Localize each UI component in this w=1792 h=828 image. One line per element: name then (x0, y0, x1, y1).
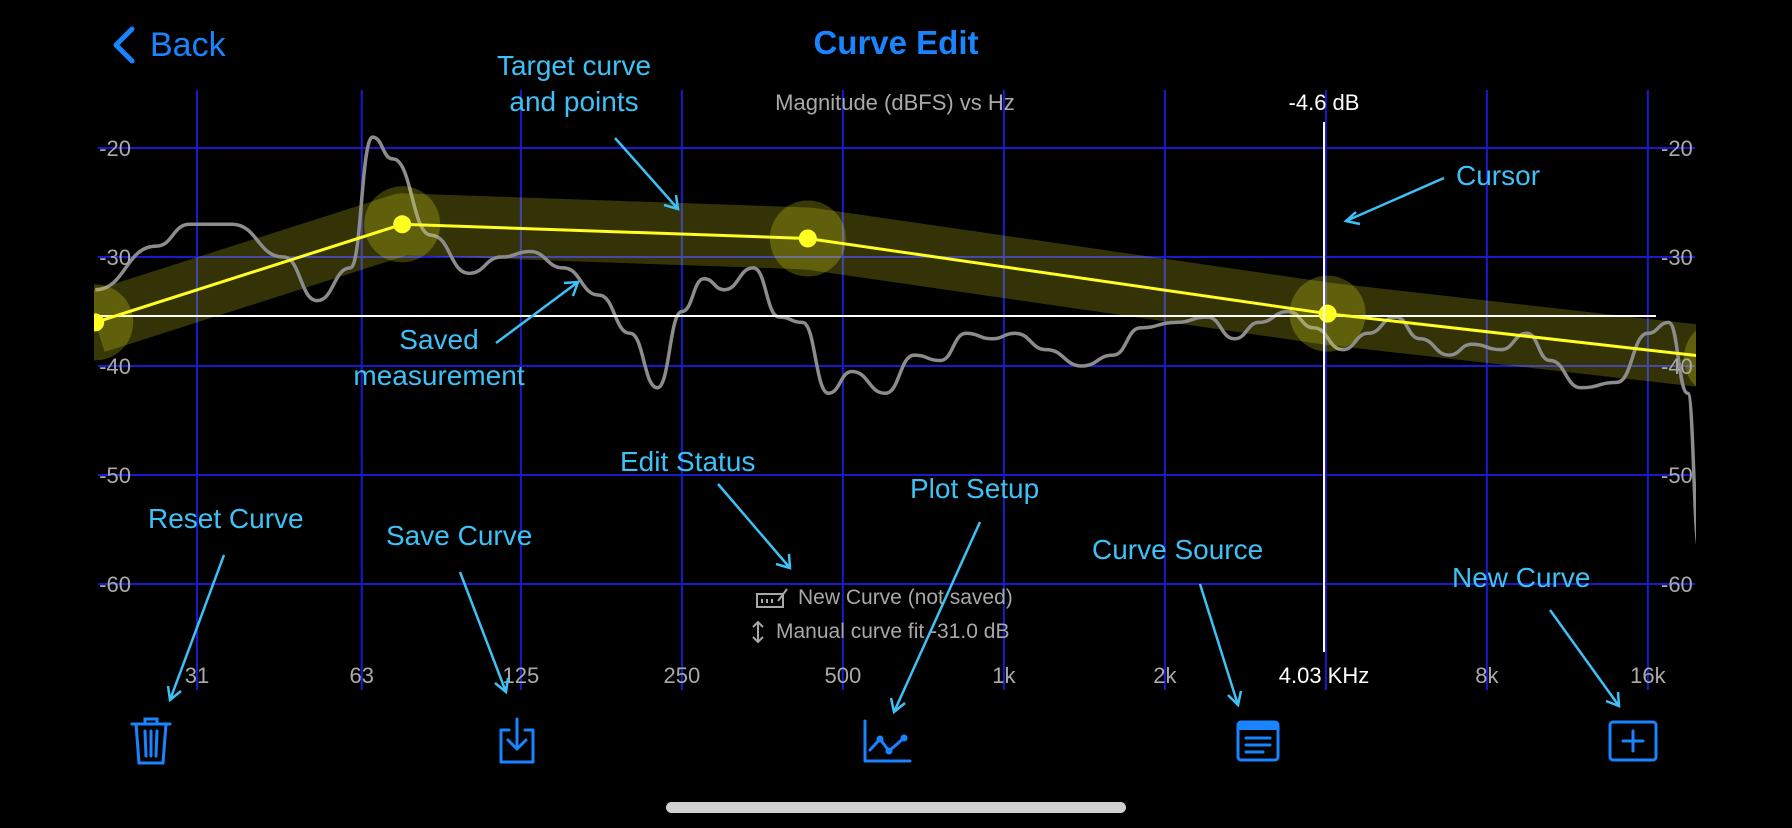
arrow-curve-source (1198, 583, 1240, 706)
measurement-path (95, 135, 1713, 673)
y-tick-label-right: -30 (1661, 245, 1693, 270)
arrow-plot-setup (892, 521, 982, 713)
saved-measurement-curve (95, 135, 1713, 673)
line-chart-icon (863, 719, 912, 763)
annotation-saved-measurement: Saved measurement (353, 324, 525, 391)
annotation-new-curve: New Curve (1452, 562, 1591, 593)
back-label: Back (150, 25, 226, 64)
y-tick-label-right: -50 (1661, 463, 1693, 488)
back-button[interactable]: Back (110, 22, 226, 68)
home-indicator (666, 802, 1126, 813)
annotation-cursor: Cursor (1456, 160, 1541, 191)
y-tick-label-left: -50 (99, 463, 131, 488)
annotation-plot-setup: Plot Setup (910, 473, 1040, 504)
edit-status-text: New Curve (not saved) (798, 586, 1013, 609)
save-curve-button[interactable] (489, 713, 545, 769)
annotation-target-curve: Target curve and points (496, 50, 652, 117)
x-tick-label: 500 (825, 663, 862, 688)
y-tick-label-left: -30 (99, 245, 131, 270)
cursor-db-readout: -4.6 dB (1289, 90, 1360, 115)
x-tick-label: 2k (1153, 663, 1177, 688)
chevron-left-icon (113, 26, 135, 64)
y-tick-label-right: -40 (1661, 354, 1693, 379)
arrow-new-curve (1548, 609, 1621, 707)
axis-tick-labels: 31 63 125 250 500 1k 2k 8k 16k -20 -20 -30 -30 -40 -40… (99, 136, 1693, 688)
ruler-pencil-icon (756, 588, 788, 608)
annotation-edit-status: Edit Status (620, 446, 756, 477)
y-tick-label-left: -60 (99, 572, 131, 597)
y-tick-label-right: -20 (1661, 136, 1693, 161)
x-tick-label: 250 (664, 663, 701, 688)
reset-curve-button[interactable] (123, 713, 179, 769)
x-tick-label: 125 (503, 663, 540, 688)
annotation-arrows (166, 137, 1621, 715)
x-tick-label: 1k (992, 663, 1016, 688)
y-tick-label-left: -20 (99, 136, 131, 161)
edit-status-line2: Manual curve fit -31.0 dB (750, 620, 1009, 644)
target-point[interactable] (798, 229, 817, 248)
y-tick-label-right: -60 (1661, 572, 1693, 597)
annotation-save-curve: Save Curve (386, 520, 533, 551)
plot-grid (98, 90, 1695, 690)
target-point[interactable] (1318, 304, 1337, 323)
x-tick-label: 63 (349, 663, 373, 688)
document-list-icon (1236, 720, 1280, 762)
download-tray-icon (499, 717, 535, 764)
y-tick-label-left: -40 (99, 354, 131, 379)
arrow-edit-status (717, 483, 791, 569)
curve-fit-status-text: Manual curve fit -31.0 dB (776, 620, 1010, 643)
arrow-save-curve (458, 571, 508, 693)
plus-square-icon (1608, 720, 1658, 762)
trash-icon (130, 717, 172, 765)
x-tick-label: 8k (1475, 663, 1499, 688)
arrow-reset-curve (168, 554, 226, 701)
arrow-saved-measurement (495, 280, 579, 345)
arrow-target-curve (614, 137, 679, 210)
cursor-freq-readout: 4.03 KHz (1279, 663, 1370, 688)
x-tick-label: 31 (185, 663, 209, 688)
target-point[interactable] (393, 215, 412, 234)
x-tick-label: 16k (1630, 663, 1666, 688)
page-title: Curve Edit (813, 24, 979, 61)
new-curve-button[interactable] (1605, 713, 1661, 769)
plot-title: Magnitude (dBFS) vs Hz (775, 90, 1015, 115)
up-down-arrow-icon (752, 620, 764, 644)
annotation-reset-curve: Reset Curve (148, 503, 304, 534)
plot-setup-button[interactable] (859, 713, 915, 769)
arrow-cursor (1345, 176, 1445, 223)
edit-status-line1: New Curve (not saved) (756, 586, 1013, 610)
curve-source-button[interactable] (1230, 713, 1286, 769)
annotation-curve-source: Curve Source (1092, 534, 1264, 565)
